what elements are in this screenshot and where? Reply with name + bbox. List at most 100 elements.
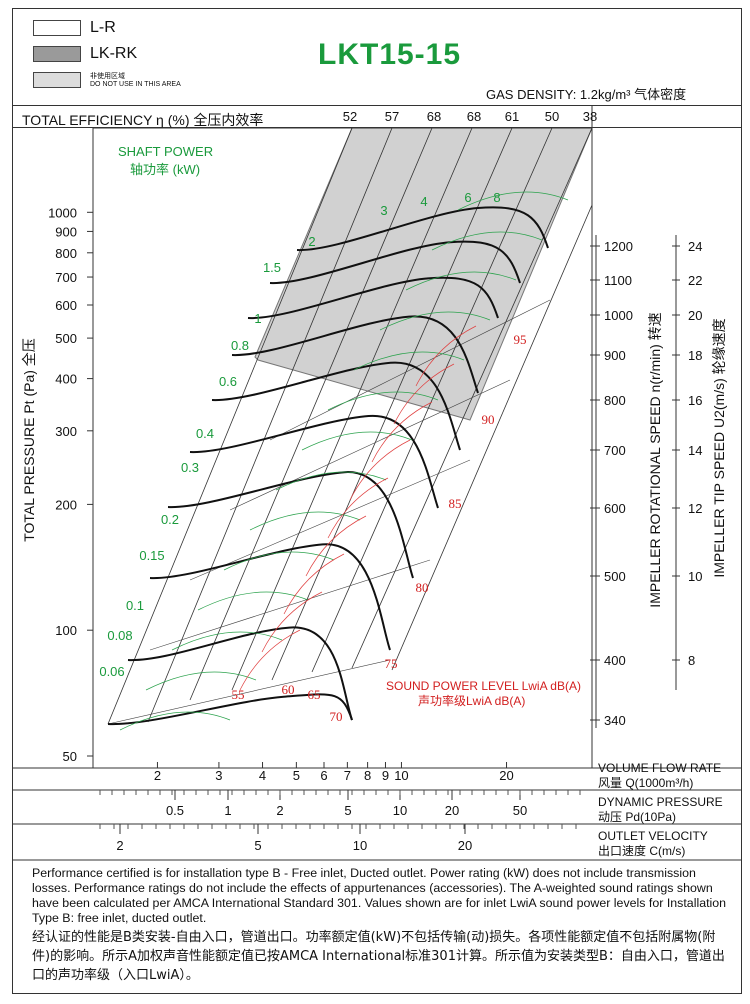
sound-level-label: 70 (330, 709, 343, 724)
ov-tick-label: 20 (458, 838, 472, 853)
dp-axis-label-cn: 动压 Pd(10Pa) (598, 810, 676, 824)
speed-axis-label: IMPELLER ROTATIONAL SPEED n(r/min) 转速 (647, 312, 663, 607)
shaft-power-label: 0.2 (161, 512, 179, 527)
ov-tick-label: 10 (353, 838, 367, 853)
y-tick-label: 300 (55, 424, 77, 439)
power-line (405, 271, 517, 291)
shaft-power-label: 3 (380, 203, 387, 218)
power-line (275, 471, 387, 491)
shaft-power-label: 0.08 (107, 628, 132, 643)
fan-curve-400 (127, 626, 353, 721)
sound-line (371, 401, 433, 463)
sound-level-label: 55 (232, 687, 245, 702)
y-tick-label: 100 (55, 623, 77, 638)
ov-tick-label: 2 (116, 838, 123, 853)
power-line (431, 231, 543, 251)
chart-title: LKT15-15 (318, 38, 462, 71)
shaft-power-label: 6 (464, 190, 471, 205)
speed-tick-label: 800 (604, 393, 626, 408)
shaft-power-title-cn: 轴功率 (kW) (130, 162, 200, 177)
x-tick-label: 10 (394, 768, 408, 783)
x-tick-label: 20 (499, 768, 513, 783)
y-axis-label: TOTAL PRESSURE Pt (Pa) 全压 (21, 338, 37, 542)
shaft-power-label: 8 (493, 190, 500, 205)
gas-density: GAS DENSITY: 1.2kg/m³ 气体密度 (486, 87, 687, 102)
shaft-power-label: 1.5 (263, 260, 281, 275)
x-tick-label: 3 (215, 768, 222, 783)
power-line (119, 711, 231, 731)
sound-level-label: 85 (449, 496, 462, 511)
ov-axis-label-cn: 出口速度 C(m/s) (598, 843, 685, 858)
power-line (301, 431, 413, 451)
efficiency-grid-line (311, 127, 553, 673)
y-tick-label: 50 (63, 749, 77, 764)
efficiency-grid-line (189, 127, 433, 701)
speed-tick-label: 600 (604, 501, 626, 516)
tip-speed-tick-label: 8 (688, 653, 695, 668)
efficiency-tick: 52 (343, 109, 357, 124)
sound-line (327, 477, 389, 539)
legend-label-no-use-cn: 非使用区域 (90, 72, 125, 80)
legend-label-lr: L-R (90, 19, 116, 36)
fan-curve-800 (211, 361, 461, 451)
efficiency-grid-line (107, 127, 353, 725)
fan-curve-1100 (269, 240, 521, 285)
performance-note: Performance certified is for installatio… (32, 866, 727, 925)
ov-axis-label: OUTLET VELOCITY (598, 829, 708, 843)
fan-curve-340 (107, 693, 353, 726)
fan-curve-700 (189, 414, 439, 509)
tip-speed-tick-label: 22 (688, 273, 702, 288)
legend-swatch-lr (33, 20, 81, 36)
power-line (457, 191, 569, 211)
power-line (223, 551, 335, 571)
shaft-power-label: 2 (308, 234, 315, 249)
speed-tick-label: 700 (604, 443, 626, 458)
dp-axis-label: DYNAMIC PRESSURE (598, 795, 723, 809)
dp-tick-label: 20 (445, 803, 459, 818)
efficiency-grid-line (351, 127, 593, 669)
tip-speed-tick-label: 24 (688, 239, 702, 254)
power-line (249, 511, 361, 531)
y-tick-label: 900 (55, 224, 77, 239)
shaft-power-label: 0.15 (139, 548, 164, 563)
x-tick-label: 7 (344, 768, 351, 783)
efficiency-tick: 68 (427, 109, 441, 124)
sound-line (393, 363, 455, 425)
shaft-power-label: 4 (420, 194, 427, 209)
fan-curve-1200 (296, 206, 549, 252)
efficiency-label: TOTAL EFFICIENCY η (%) 全压内效率 (22, 112, 264, 128)
legend-swatch-lkrk (33, 46, 81, 62)
sound-title: SOUND POWER LEVEL LwiA dB(A) (386, 679, 581, 693)
sound-level-label: 60 (282, 682, 295, 697)
resistance-line (229, 379, 511, 511)
tip-speed-tick-label: 12 (688, 501, 702, 516)
shaft-power-label: 0.6 (219, 374, 237, 389)
y-tick-label: 600 (55, 298, 77, 313)
sound-line (239, 629, 301, 691)
y-tick-label: 200 (55, 497, 77, 512)
sound-level-label: 80 (416, 580, 429, 595)
speed-tick-label: 500 (604, 569, 626, 584)
resistance-line (149, 559, 431, 651)
efficiency-grid-line (231, 127, 473, 691)
x-tick-label: 4 (259, 768, 266, 783)
efficiency-tick: 38 (583, 109, 597, 124)
dp-tick-label: 5 (344, 803, 351, 818)
shaft-power-label: 0.06 (99, 664, 124, 679)
sound-line (283, 553, 345, 615)
power-line (327, 391, 439, 411)
performance-note-cn: 经认证的性能是B类安装-自由入口，管道出口。功率额定值(kW)不包括传输(动)损… (32, 930, 725, 983)
sound-title-cn: 声功率级LwiA dB(A) (418, 693, 525, 708)
dp-tick-label: 0.5 (166, 803, 184, 818)
y-tick-label: 400 (55, 372, 77, 387)
power-line (197, 591, 309, 611)
sound-line (415, 325, 477, 387)
no-use-region (254, 127, 593, 421)
resistance-line (189, 459, 471, 581)
efficiency-tick: 57 (385, 109, 399, 124)
power-line (353, 351, 465, 371)
sound-level-label: 65 (308, 687, 321, 702)
power-line (379, 311, 491, 331)
speed-tick-label: 1200 (604, 239, 633, 254)
